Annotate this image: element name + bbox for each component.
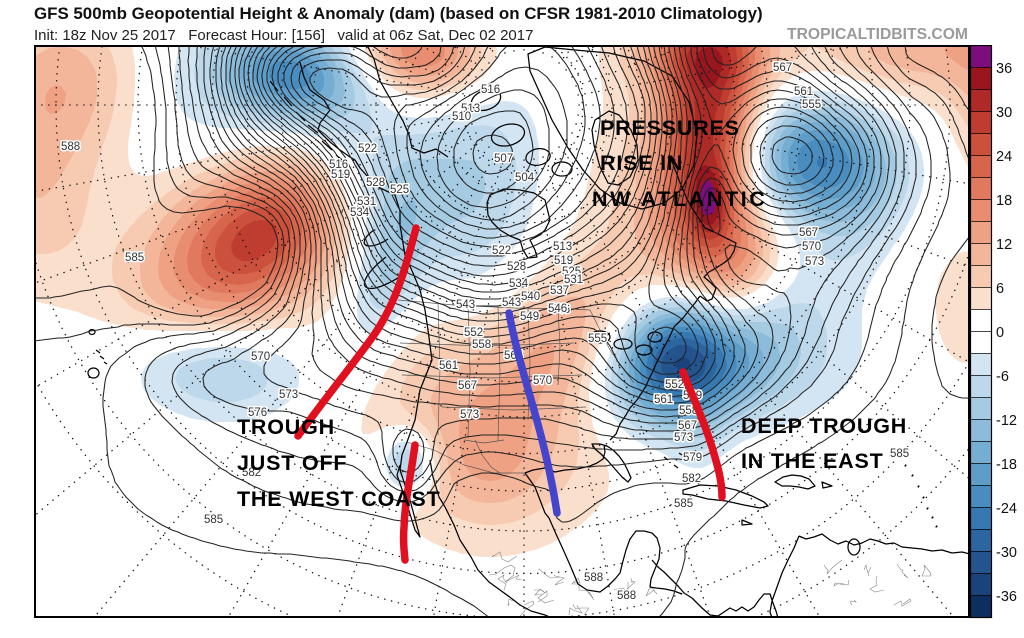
svg-text:24: 24 — [996, 149, 1012, 165]
svg-text:534: 534 — [509, 278, 529, 290]
svg-text:510: 510 — [452, 111, 471, 123]
svg-text:516: 516 — [329, 159, 348, 171]
svg-text:549: 549 — [520, 311, 539, 323]
svg-text:573: 573 — [279, 389, 298, 401]
svg-text:525: 525 — [562, 266, 581, 278]
svg-text:519: 519 — [554, 255, 573, 267]
svg-text:570: 570 — [533, 375, 552, 387]
svg-text:NW ATLANTIC: NW ATLANTIC — [592, 187, 767, 211]
svg-text:537: 537 — [550, 285, 569, 297]
svg-text:516: 516 — [481, 84, 500, 96]
svg-text:PRESSURES: PRESSURES — [600, 116, 740, 140]
svg-text:552: 552 — [665, 379, 684, 391]
svg-text:IN THE EAST: IN THE EAST — [741, 449, 884, 473]
svg-text:573: 573 — [460, 409, 479, 421]
svg-text:567: 567 — [678, 420, 697, 432]
svg-text:36: 36 — [996, 61, 1012, 77]
svg-text:513: 513 — [461, 103, 480, 115]
svg-text:543: 543 — [502, 297, 521, 309]
svg-text:576: 576 — [248, 407, 267, 419]
svg-text:588: 588 — [584, 572, 603, 584]
svg-text:519: 519 — [331, 169, 350, 181]
svg-text:THE WEST COAST: THE WEST COAST — [237, 487, 441, 511]
svg-text:570: 570 — [251, 351, 270, 363]
svg-text:RISE IN: RISE IN — [600, 151, 683, 175]
svg-text:522: 522 — [492, 245, 511, 257]
svg-text:TROUGH: TROUGH — [237, 415, 335, 439]
svg-text:-12: -12 — [996, 413, 1017, 429]
svg-text:546: 546 — [551, 304, 570, 316]
svg-text:-24: -24 — [996, 501, 1017, 517]
svg-text:570: 570 — [802, 241, 821, 253]
svg-text:531: 531 — [357, 196, 376, 208]
svg-text:567: 567 — [458, 380, 477, 392]
svg-text:513: 513 — [553, 241, 572, 253]
svg-text:528: 528 — [366, 177, 385, 189]
svg-text:528: 528 — [507, 261, 526, 273]
svg-text:-30: -30 — [996, 545, 1017, 561]
svg-text:567: 567 — [773, 62, 792, 74]
svg-text:561: 561 — [654, 394, 673, 406]
svg-text:525: 525 — [390, 184, 409, 196]
svg-text:561: 561 — [439, 360, 458, 372]
svg-text:-6: -6 — [996, 369, 1009, 385]
svg-text:585: 585 — [890, 448, 909, 460]
svg-text:543: 543 — [456, 299, 475, 311]
svg-text:JUST OFF: JUST OFF — [237, 451, 347, 475]
svg-text:531: 531 — [564, 274, 583, 286]
svg-text:579: 579 — [683, 452, 702, 464]
svg-text:585: 585 — [204, 514, 223, 526]
svg-text:-36: -36 — [996, 589, 1017, 605]
svg-text:561: 561 — [794, 86, 813, 98]
svg-text:552: 552 — [464, 327, 483, 339]
svg-text:0: 0 — [996, 325, 1004, 341]
svg-text:573: 573 — [805, 256, 824, 268]
svg-text:585: 585 — [674, 498, 693, 510]
svg-text:567: 567 — [799, 227, 818, 239]
svg-text:558: 558 — [472, 339, 491, 351]
svg-text:-18: -18 — [996, 457, 1017, 473]
svg-text:588: 588 — [61, 141, 80, 153]
svg-text:507: 507 — [494, 153, 513, 165]
svg-text:18: 18 — [996, 193, 1012, 209]
svg-text:30: 30 — [996, 105, 1012, 121]
svg-text:12: 12 — [996, 237, 1012, 253]
svg-text:540: 540 — [521, 291, 540, 303]
svg-text:6: 6 — [996, 281, 1004, 297]
svg-text:588: 588 — [617, 590, 636, 602]
svg-text:504: 504 — [515, 172, 535, 184]
svg-text:534: 534 — [350, 207, 370, 219]
svg-text:582: 582 — [682, 473, 701, 485]
svg-text:585: 585 — [125, 252, 144, 264]
svg-text:555: 555 — [802, 99, 821, 111]
svg-text:573: 573 — [674, 432, 693, 444]
svg-text:582: 582 — [242, 467, 261, 479]
svg-text:546: 546 — [548, 303, 567, 315]
svg-text:522: 522 — [358, 143, 377, 155]
svg-text:DEEP TROUGH: DEEP TROUGH — [741, 414, 907, 438]
svg-text:555: 555 — [588, 333, 607, 345]
